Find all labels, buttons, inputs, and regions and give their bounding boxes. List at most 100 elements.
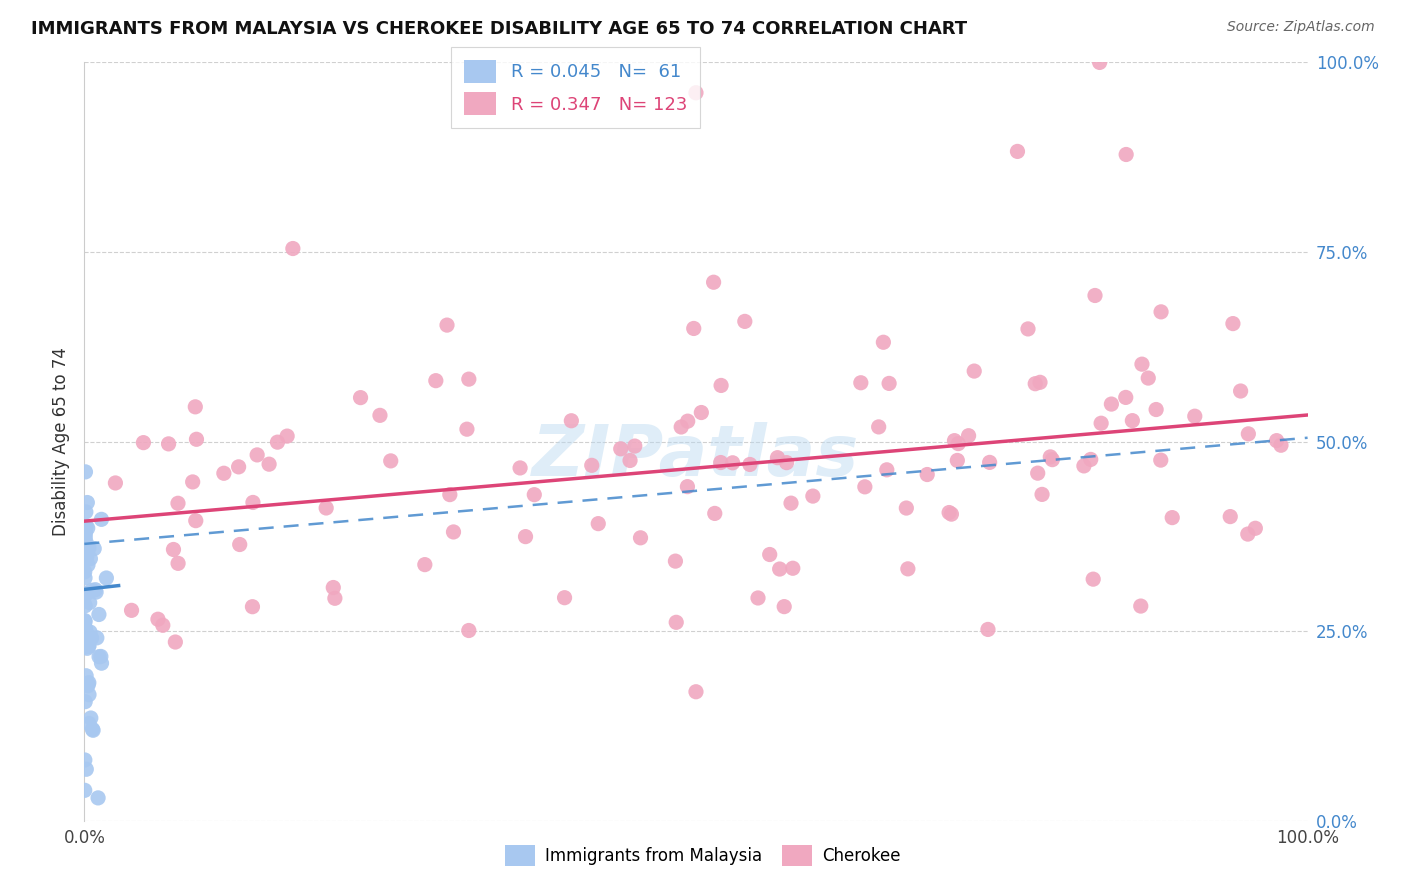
Point [73,571,96,585]
Point [77,716,100,731]
Point [132,435,155,450]
Point [509,461,531,475]
Point [77,541,100,555]
Point [897,562,920,576]
Point [801,489,824,503]
Point [368,409,391,423]
Point [242,495,264,509]
Point [436,318,458,332]
Point [77,639,100,653]
Point [1229,384,1251,398]
Point [146,612,169,626]
Point [1265,434,1288,448]
Point [167,496,190,510]
Point [676,414,699,428]
Point [77,558,100,572]
Point [75,530,97,544]
Point [77,628,100,642]
Point [73,552,96,566]
Point [581,458,603,473]
Point [322,581,344,595]
Point [82,723,104,737]
Point [104,475,127,490]
Point [979,455,1001,469]
Point [853,480,876,494]
Point [77,639,100,653]
Point [79,625,101,640]
Point [849,376,872,390]
Point [941,507,963,521]
Point [685,86,707,100]
Point [769,562,792,576]
Point [73,565,96,579]
Point [439,488,461,502]
Point [619,453,641,467]
Point [76,549,98,563]
Point [1137,371,1160,385]
Point [228,537,250,551]
Point [877,376,900,391]
Point [181,475,204,489]
Point [948,436,970,450]
Point [80,583,103,598]
Point [721,456,744,470]
Point [1237,426,1260,441]
Point [76,550,98,565]
Point [946,453,969,467]
Point [75,762,97,776]
Text: IMMIGRANTS FROM MALAYSIA VS CHEROKEE DISABILITY AGE 65 TO 74 CORRELATION CHART: IMMIGRANTS FROM MALAYSIA VS CHEROKEE DIS… [31,20,967,37]
Point [82,723,104,738]
Point [1222,317,1244,331]
Point [90,649,112,664]
Point [425,374,447,388]
Point [1084,288,1107,302]
Point [242,599,264,614]
Point [75,535,97,549]
Point [75,622,97,636]
Point [1026,466,1049,480]
Point [1080,452,1102,467]
Point [872,335,894,350]
Point [1029,376,1052,390]
Point [184,400,207,414]
Point [1039,450,1062,464]
Point [773,599,796,614]
Point [1024,376,1046,391]
Legend: R = 0.045   N=  61, R = 0.347   N= 123: R = 0.045 N= 61, R = 0.347 N= 123 [451,47,700,128]
Point [1129,599,1152,613]
Point [868,420,890,434]
Point [758,548,780,562]
Point [349,391,371,405]
Text: Source: ZipAtlas.com: Source: ZipAtlas.com [1227,20,1375,34]
Point [86,631,108,645]
Point [943,434,966,448]
Point [703,275,725,289]
Point [84,585,107,599]
Point [977,623,1000,637]
Point [84,582,107,597]
Point [75,525,97,540]
Point [664,554,686,568]
Point [1099,397,1122,411]
Point [669,420,692,434]
Point [610,442,633,456]
Legend: Immigrants from Malaysia, Cherokee: Immigrants from Malaysia, Cherokee [499,838,907,873]
Point [73,783,96,797]
Point [75,599,97,613]
Point [456,422,478,436]
Point [1150,305,1173,319]
Point [76,521,98,535]
Point [257,457,280,471]
Point [246,448,269,462]
Point [186,432,208,446]
Point [413,558,436,572]
Point [1090,416,1112,430]
Point [162,542,184,557]
Point [77,679,100,693]
Point [1219,509,1241,524]
Point [1130,357,1153,371]
Point [915,467,938,482]
Point [75,586,97,600]
Point [710,456,733,470]
Point [165,635,187,649]
